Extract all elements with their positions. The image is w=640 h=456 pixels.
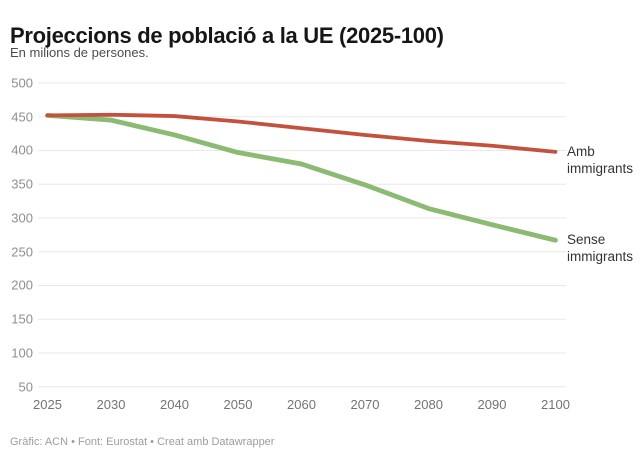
y-tick-label: 50 xyxy=(18,379,33,395)
y-tick-label: 350 xyxy=(11,176,33,192)
y-tick-label: 300 xyxy=(11,210,33,226)
y-tick-label: 400 xyxy=(11,142,33,158)
series-line-sense-immigrants xyxy=(45,112,558,243)
y-tick-label: 150 xyxy=(11,311,33,327)
chart-title: Projeccions de població a la UE (2025-10… xyxy=(10,22,444,48)
x-tick-label: 2030 xyxy=(96,397,126,412)
y-tick-label: 250 xyxy=(11,244,33,260)
chart-credit: Gràfic: ACN • Font: Eurostat • Creat amb… xyxy=(10,436,275,448)
x-tick-label: 2080 xyxy=(414,397,443,412)
y-tick-label: 100 xyxy=(11,345,33,361)
y-tick-label: 200 xyxy=(11,277,33,293)
y-tick-label: 500 xyxy=(11,75,33,91)
x-tick-label: 2025 xyxy=(33,397,62,412)
chart-subtitle: En milions de persones. xyxy=(10,45,149,60)
x-tick-label: 2040 xyxy=(160,397,189,412)
x-tick-label: 2050 xyxy=(223,397,253,412)
series-line-amb-immigrants xyxy=(45,112,558,154)
y-tick-label: 450 xyxy=(11,109,33,125)
x-tick-label: 2060 xyxy=(287,397,316,412)
series-end-label-sense-immigrants: Sense immigrants xyxy=(567,232,634,265)
x-tick-label: 2070 xyxy=(350,397,380,412)
series-end-label-amb-immigrants: Amb immigrants xyxy=(567,143,634,176)
x-tick-label: 2100 xyxy=(541,397,570,412)
x-tick-label: 2090 xyxy=(477,397,507,412)
